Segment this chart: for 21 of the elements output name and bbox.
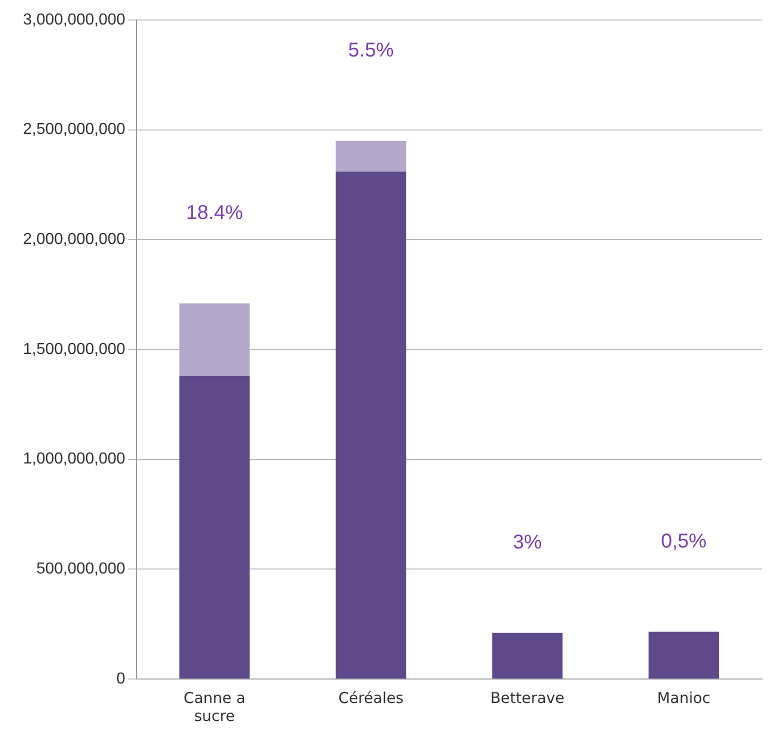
y-tick-label: 3,000,000,000 <box>22 11 126 28</box>
x-tick-label: Betterave <box>490 688 564 707</box>
x-tick-label: Canne a sucre <box>184 688 246 725</box>
y-tick-label: 500,000,000 <box>36 560 126 578</box>
annotation: 18.4% <box>186 202 244 224</box>
y-tick-label: 1,500,000,000 <box>22 340 126 358</box>
bar <box>179 376 250 678</box>
x-tick-label: Céréales <box>338 688 404 707</box>
bar <box>336 140 406 172</box>
y-tick-label: 1,000,000,000 <box>22 450 126 468</box>
annotation: 0,5% <box>660 530 707 552</box>
bar <box>336 172 406 678</box>
y-tick-label: 2,500,000,000 <box>22 121 126 138</box>
annotation: 3% <box>512 531 542 554</box>
y-tick-label: 0 <box>116 670 126 688</box>
y-tick-label: 2,000,000,000 <box>22 231 126 248</box>
bar <box>179 303 250 376</box>
bar <box>492 632 563 678</box>
bar <box>648 632 719 678</box>
x-tick-label: Manioc <box>657 688 710 707</box>
annotation: 5.5% <box>348 39 394 62</box>
